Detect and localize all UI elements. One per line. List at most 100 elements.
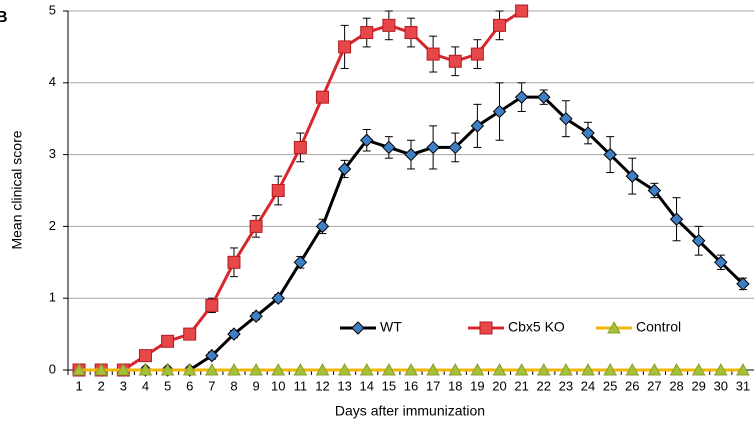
data-point [227, 255, 241, 269]
data-point [360, 26, 374, 40]
y-tick-label: 4 [49, 74, 56, 89]
x-tick-label: 31 [736, 378, 750, 393]
x-tick-label: 3 [120, 378, 127, 393]
data-point [514, 90, 529, 104]
data-point [249, 309, 263, 323]
legend-label: WT [380, 319, 402, 335]
x-tick-label: 14 [360, 378, 374, 393]
data-point [404, 362, 418, 376]
x-tick-label: 13 [337, 378, 351, 393]
data-point [271, 291, 285, 305]
data-point [581, 362, 595, 376]
data-point [603, 362, 618, 376]
data-point [713, 362, 728, 376]
x-tick-label: 9 [252, 378, 259, 393]
data-point [315, 90, 329, 104]
data-point [249, 362, 263, 376]
data-point [448, 362, 463, 376]
x-tick-label: 28 [669, 378, 683, 393]
data-point [205, 348, 219, 363]
data-point [492, 104, 507, 119]
data-point [138, 362, 153, 376]
data-point [337, 162, 352, 176]
data-point [404, 147, 418, 162]
x-tick-label: 27 [647, 378, 661, 393]
data-point [492, 362, 507, 376]
data-point [559, 111, 573, 126]
x-tick-label: 10 [271, 378, 285, 393]
data-point [116, 362, 131, 376]
x-tick-label: 4 [142, 378, 149, 393]
data-point [205, 298, 219, 312]
data-point [382, 18, 396, 32]
x-tick-label: 15 [382, 378, 396, 393]
data-point [536, 362, 551, 376]
data-point [293, 255, 308, 270]
legend-marker [479, 321, 493, 335]
y-tick-label: 2 [49, 218, 56, 233]
data-point [337, 362, 352, 376]
y-tick-label: 5 [49, 2, 56, 17]
data-point [138, 349, 152, 363]
x-axis-title: Days after immunization [335, 403, 485, 419]
data-point [691, 362, 706, 376]
data-point [647, 362, 662, 376]
data-point [182, 362, 197, 376]
data-point [338, 40, 352, 54]
data-point [161, 334, 175, 348]
x-tick-label: 26 [625, 378, 639, 393]
data-point [714, 255, 728, 270]
data-point [669, 212, 684, 226]
x-tick-label: 30 [714, 378, 728, 393]
data-point [293, 362, 308, 376]
data-point [271, 184, 285, 197]
data-point [227, 327, 241, 341]
data-point [382, 362, 396, 376]
x-tick-label: 2 [98, 378, 105, 393]
x-tick-label: 16 [404, 378, 418, 393]
y-tick-label: 1 [49, 290, 56, 305]
legend-label: Cbx5 KO [508, 319, 565, 335]
x-tick-label: 21 [514, 378, 528, 393]
data-point [515, 4, 529, 18]
data-point [647, 183, 662, 198]
data-point [426, 140, 440, 155]
data-point [448, 140, 462, 155]
y-tick-label: 0 [49, 361, 56, 376]
data-point [404, 26, 418, 40]
y-tick-label: 3 [49, 146, 56, 161]
x-tick-label: 22 [537, 378, 551, 393]
data-point [160, 362, 175, 376]
data-point [271, 362, 286, 376]
x-tick-label: 8 [230, 378, 237, 393]
data-point [625, 169, 639, 183]
data-point [603, 147, 617, 162]
data-point [669, 362, 684, 376]
data-point [470, 47, 484, 61]
data-point [72, 362, 86, 376]
data-point [359, 362, 374, 376]
data-point [183, 327, 197, 341]
data-point [426, 362, 440, 376]
x-tick-label: 25 [603, 378, 617, 393]
data-point [559, 362, 573, 376]
data-point [537, 90, 551, 104]
data-point [736, 362, 750, 376]
y-axis-title: Mean clinical score [9, 130, 25, 249]
data-point [448, 54, 462, 68]
data-point [493, 18, 507, 32]
data-point [204, 362, 219, 376]
legend-marker [351, 321, 365, 335]
data-point [691, 234, 706, 248]
data-point [625, 362, 640, 376]
x-tick-label: 1 [75, 378, 82, 393]
data-point [470, 362, 485, 376]
x-tick-label: 11 [294, 378, 308, 393]
x-tick-label: 24 [581, 378, 595, 393]
x-tick-label: 17 [426, 378, 440, 393]
data-point [514, 362, 529, 376]
data-point [382, 140, 396, 155]
x-tick-label: 7 [208, 378, 215, 393]
x-tick-label: 5 [164, 378, 171, 393]
data-point [470, 119, 485, 133]
